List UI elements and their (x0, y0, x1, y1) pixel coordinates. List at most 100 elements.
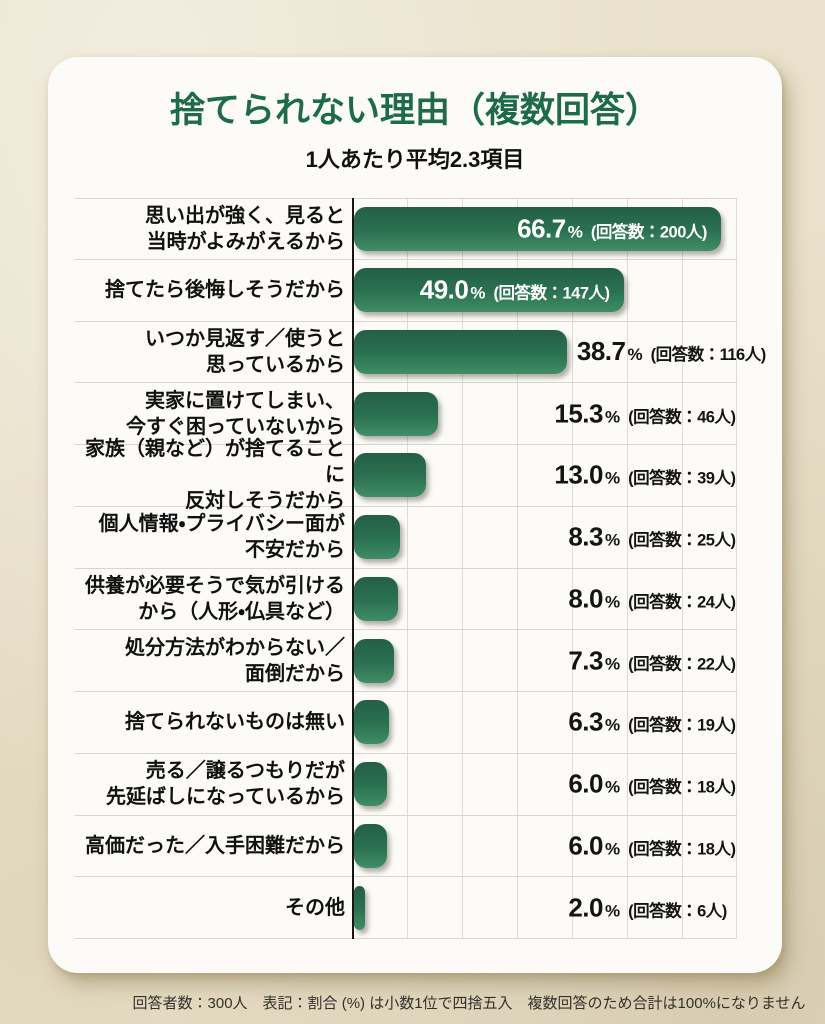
plot-area: 8.3% (回答数：25人) (354, 507, 785, 568)
value-number: 6.0 (568, 768, 603, 799)
bar (354, 329, 567, 374)
chart-row: 実家に置けてしまい、 今すぐ困っていないから 15.3% (回答数：46人) (75, 383, 737, 445)
percent-sign: % (605, 407, 621, 427)
count-label: (回答数：116人) (650, 346, 767, 365)
value-label: 66.7% (回答数：200人) (517, 213, 707, 244)
category-line: 面倒だから (245, 662, 345, 685)
category-label: 思い出が強く、見ると 当時がよみがえるから (75, 203, 345, 255)
bar: 49.0% (回答数：147人) (354, 268, 624, 313)
category-label: 売る／譲るつもりだが 先延ばしになっているから (75, 758, 345, 810)
count-label: (回答数：24人) (628, 593, 736, 612)
bar (354, 823, 387, 868)
value-number: 7.3 (568, 645, 603, 676)
category-label: 捨てたら後悔しそうだから (75, 277, 345, 303)
percent-sign: % (605, 654, 621, 674)
percent-sign: % (605, 715, 621, 735)
gridline-20pct (462, 198, 463, 939)
bar: 66.7% (回答数：200人) (354, 206, 721, 251)
category-line: 先延ばしになっているから (106, 786, 345, 809)
value-label: 8.3% (回答数：25人) (398, 521, 736, 553)
count-label: (回答数：147人) (493, 284, 610, 303)
count-label: (回答数：200人) (590, 223, 708, 242)
category-label: その他 (75, 895, 345, 921)
category-line: 売る／譲るつもりだが (145, 760, 345, 783)
plot-area: 6.0% (回答数：18人) (354, 754, 785, 815)
value-label: 6.0% (回答数：18人) (398, 830, 736, 861)
category-line: 捨てたら後悔しそうだから (105, 279, 345, 302)
infographic-card: 捨てられない理由（複数回答） 1人あたり平均2.3項目 思い出が強く、見ると 当… (48, 57, 782, 973)
category-line: 思い出が強く、見ると (145, 204, 345, 227)
gridline-30pct (517, 198, 518, 939)
value-number: 66.7 (517, 213, 566, 244)
chart-rows: 思い出が強く、見ると 当時がよみがえるから 66.7% (回答数：200人) 捨て… (75, 198, 766, 939)
category-label: 供養が必要そうで気が引ける から（人形・仏具など） (75, 573, 345, 625)
bar (354, 515, 400, 560)
value-number: 6.0 (568, 830, 603, 861)
plot-area: 6.0% (回答数：18人) (354, 816, 785, 877)
value-number: 2.0 (568, 892, 603, 923)
page-title: 捨てられない理由（複数回答） (169, 91, 660, 130)
percent-sign: % (627, 345, 643, 365)
value-label: 49.0% (回答数：147人) (420, 275, 610, 306)
bar (354, 700, 389, 745)
percent-sign: % (605, 530, 621, 550)
page-subtitle: 1人あたり平均2.3項目 (305, 147, 525, 172)
percent-sign: % (605, 592, 621, 612)
chart-row: 売る／譲るつもりだが 先延ばしになっているから 6.0% (回答数：18人) (75, 754, 737, 816)
plot-area: 8.0% (回答数：24人) (354, 569, 785, 630)
bar (354, 453, 426, 498)
count-label: (回答数：6人) (628, 902, 727, 921)
chart-row: 捨てられないものは無い 6.3% (回答数：19人) (75, 692, 737, 754)
category-line: 実家に置けてしまい、 (145, 389, 345, 412)
chart-row: 処分方法がわからない／ 面倒だから 7.3% (回答数：22人) (75, 630, 737, 692)
category-line: その他 (285, 896, 345, 919)
value-label: 6.3% (回答数：19人) (398, 707, 736, 738)
plot-area: 38.7% (回答数：116人) (354, 322, 785, 383)
value-number: 8.0 (568, 583, 603, 614)
plot-area: 6.3% (回答数：19人) (354, 692, 785, 753)
count-label: (回答数：19人) (628, 716, 736, 735)
value-number: 38.7 (576, 336, 626, 367)
value-label: 6.0% (回答数：18人) (398, 768, 736, 800)
bar (354, 762, 387, 807)
gridline-40pct (572, 198, 573, 939)
bar (354, 885, 365, 930)
chart-row: 個人情報・プライバシー面が 不安だから 8.3% (回答数：25人) (75, 507, 737, 569)
value-number: 13.0 (554, 459, 603, 490)
chart-row: いつか見返す／使うと 思っているから 38.7% (回答数：116人) (75, 322, 766, 384)
category-label: 高価だった／入手困難だから (75, 833, 345, 859)
value-number: 15.3 (554, 398, 603, 429)
category-line: 不安だから (245, 539, 345, 562)
percent-sign: % (605, 901, 621, 921)
category-line: 反対しそうだから (185, 490, 345, 513)
value-number: 8.3 (568, 521, 603, 552)
category-label: いつか見返す／使うと 思っているから (75, 326, 345, 378)
gridline-10pct (407, 198, 408, 939)
value-label: 8.0% (回答数：24人) (398, 583, 736, 614)
plot-area: 2.0% (回答数：6人) (354, 877, 785, 938)
bar (354, 576, 398, 621)
category-line: いつか見返す／使うと (145, 327, 345, 350)
chart-row: その他 2.0% (回答数：6人) (75, 877, 737, 939)
bar (354, 638, 395, 683)
value-label: 13.0% (回答数：39人) (398, 459, 736, 491)
category-label: 個人情報・プライバシー面が 不安だから (75, 511, 345, 563)
value-label: 38.7% (回答数：116人) (577, 336, 766, 367)
bar-chart: 思い出が強く、見ると 当時がよみがえるから 66.7% (回答数：200人) 捨て… (75, 198, 766, 939)
percent-sign: % (470, 283, 486, 303)
plot-area: 13.0% (回答数：39人) (354, 445, 785, 506)
value-label: 2.0% (回答数：6人) (398, 892, 727, 923)
plot-area: 15.3% (回答数：46人) (354, 383, 785, 444)
gridline-60pct (682, 198, 683, 939)
percent-sign: % (605, 777, 621, 797)
y-axis-line (352, 198, 354, 939)
category-line: 家族（親など）が捨てることに (85, 438, 345, 487)
category-label: 処分方法がわからない／ 面倒だから (75, 635, 345, 687)
chart-row: 高価だった／入手困難だから 6.0% (回答数：18人) (75, 816, 737, 878)
percent-sign: % (605, 468, 621, 488)
chart-row: 家族（親など）が捨てることに 反対しそうだから 13.0% (回答数：39人) (75, 438, 737, 512)
count-label: (回答数：22人) (628, 655, 736, 674)
category-line: 個人情報・プライバシー面が (98, 513, 345, 536)
category-line: 処分方法がわからない／ (125, 636, 345, 659)
percent-sign: % (567, 222, 583, 242)
